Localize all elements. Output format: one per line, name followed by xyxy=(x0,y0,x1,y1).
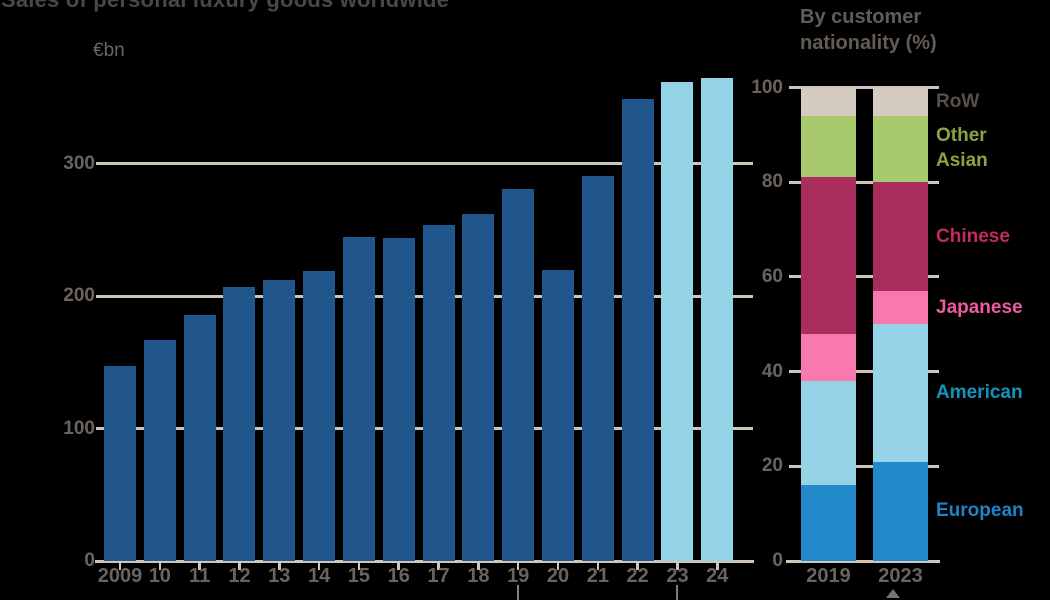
x-tick-24 xyxy=(716,562,719,570)
x-tick-16 xyxy=(397,562,400,570)
x-tick-13 xyxy=(278,562,281,570)
x-label-18: 18 xyxy=(467,565,490,587)
y-tick-label-right-20: 20 xyxy=(761,455,783,477)
segment-other-asian-2019 xyxy=(801,115,856,178)
y-tick-label-right-0: 0 xyxy=(772,550,783,571)
footnote-caret-2023 xyxy=(886,589,900,598)
x-label-2023: 2023 xyxy=(878,565,923,587)
legend-label-row: RoW xyxy=(936,90,980,112)
footnote-marker-19 xyxy=(517,585,520,600)
bar-2009 xyxy=(104,366,136,561)
gridline-right-100 xyxy=(789,86,939,89)
gridline-right-60 xyxy=(789,275,939,279)
footnote-marker-23 xyxy=(676,585,679,600)
stacked-chart-title: By customer nationality (%) xyxy=(800,6,937,54)
x-label-10: 10 xyxy=(148,565,171,587)
x-label-20: 20 xyxy=(546,565,570,587)
bar-18 xyxy=(462,214,495,561)
x-tick-21 xyxy=(596,562,600,570)
bar-15 xyxy=(342,236,375,561)
bar-24 xyxy=(701,77,734,561)
legend-label-japanese: Japanese xyxy=(936,296,1023,318)
x-label-17: 17 xyxy=(427,565,450,587)
x-label-15: 15 xyxy=(347,565,371,587)
x-label-19: 19 xyxy=(507,565,530,587)
x-tick-19 xyxy=(516,562,520,570)
y-tick-label-right-100: 100 xyxy=(751,76,783,98)
bar-13 xyxy=(263,280,296,561)
legend-label-chinese: Chinese xyxy=(936,225,1010,247)
x-tick-11 xyxy=(198,562,201,570)
segment-chinese-2023 xyxy=(873,182,928,292)
x-label-12: 12 xyxy=(228,565,251,587)
legend-label-european: European xyxy=(936,500,1024,522)
x-label-23: 23 xyxy=(666,565,689,587)
y-tick-label-right-40: 40 xyxy=(761,360,783,382)
x-label-11: 11 xyxy=(189,565,211,587)
legend-label-american: American xyxy=(936,381,1023,403)
bar-10 xyxy=(143,339,176,561)
y-tick-label-right-60: 60 xyxy=(761,265,783,287)
x-label-22: 22 xyxy=(626,565,649,587)
x-tick-2009 xyxy=(118,562,122,570)
x-tick-20 xyxy=(556,562,560,570)
y-tick-label-200: 200 xyxy=(63,285,95,307)
bar-14 xyxy=(303,271,336,561)
segment-american-2023 xyxy=(873,324,928,462)
x-tick-17 xyxy=(437,562,440,570)
segment-other-asian-2023 xyxy=(873,115,928,183)
x-tick-14 xyxy=(317,562,321,570)
bar-16 xyxy=(382,237,415,561)
gridline-right-20 xyxy=(789,464,939,468)
y-tick-label-300: 300 xyxy=(63,152,95,174)
y-tick-label-right-80: 80 xyxy=(761,171,783,193)
bar-20 xyxy=(542,269,575,561)
bar-12 xyxy=(223,286,256,561)
chart-title: Sales of personal luxury goods worldwide xyxy=(1,0,449,13)
gridline-300 xyxy=(96,162,753,166)
x-tick-22 xyxy=(636,562,639,570)
segment-chinese-2019 xyxy=(801,177,856,334)
segment-row-2019 xyxy=(801,87,856,116)
gridline-right-40 xyxy=(789,370,939,374)
x-tick-18 xyxy=(477,562,480,570)
bar-17 xyxy=(422,224,455,561)
x-label-24: 24 xyxy=(706,565,729,587)
segment-japanese-2023 xyxy=(873,291,928,325)
x-tick-12 xyxy=(238,562,241,570)
segment-row-2023 xyxy=(873,87,928,116)
segment-american-2019 xyxy=(801,381,856,486)
bar-19 xyxy=(502,188,535,561)
x-label-13: 13 xyxy=(268,565,291,587)
segment-european-2019 xyxy=(801,485,856,561)
x-tick-23 xyxy=(676,562,679,570)
bar-11 xyxy=(183,314,216,561)
y-tick-label-100: 100 xyxy=(63,417,95,439)
x-axis-line xyxy=(95,559,754,563)
y-axis-unit-label: €bn xyxy=(93,40,125,61)
gridline-right-80 xyxy=(789,180,939,184)
bar-22 xyxy=(621,98,654,561)
x-label-21: 21 xyxy=(586,565,609,587)
x-axis-line-right xyxy=(786,559,940,563)
x-label-2009: 2009 xyxy=(97,565,143,587)
bar-21 xyxy=(581,175,614,561)
x-tick-15 xyxy=(357,562,361,570)
legend-label-other-asian: Other Asian xyxy=(936,125,988,172)
x-label-2019: 2019 xyxy=(806,565,851,587)
x-tick-10 xyxy=(158,562,162,570)
x-label-16: 16 xyxy=(387,565,410,587)
segment-japanese-2019 xyxy=(801,333,856,382)
x-label-14: 14 xyxy=(307,565,331,587)
y-tick-label-0: 0 xyxy=(84,550,95,571)
segment-european-2023 xyxy=(873,461,928,561)
bar-23 xyxy=(661,81,694,561)
